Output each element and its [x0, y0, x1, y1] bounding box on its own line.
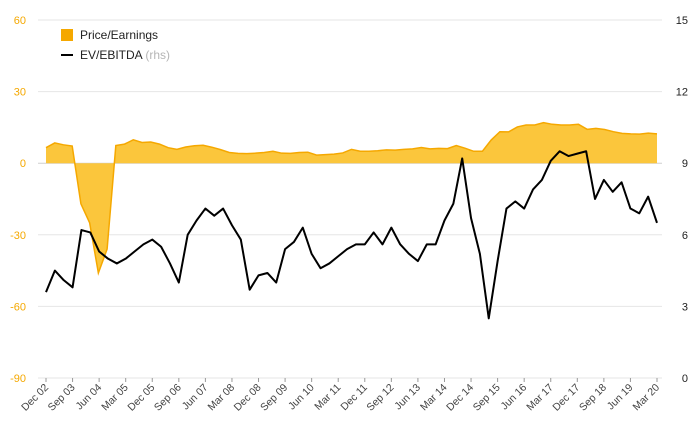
x-tick-label: Jun 13 — [392, 382, 423, 413]
legend-note-rhs: (rhs) — [142, 48, 170, 62]
x-tick-label: Jun 19 — [605, 382, 636, 413]
x-tick-label: Sep 12 — [364, 382, 396, 414]
y-right-tick-label: 9 — [682, 158, 688, 170]
x-tick-label: Jun 04 — [73, 382, 104, 413]
x-tick-label: Sep 03 — [46, 382, 78, 414]
y-left-tick-label: 30 — [14, 87, 26, 99]
x-tick-label: Sep 06 — [152, 382, 184, 414]
y-right-tick-label: 6 — [682, 230, 688, 242]
y-right-tick-label: 0 — [682, 373, 688, 385]
legend-swatch-pe — [61, 29, 73, 41]
y-left-tick-label: -90 — [10, 373, 26, 385]
x-tick-label: Sep 15 — [471, 382, 503, 414]
ev-ebitda-line — [45, 150, 658, 320]
x-tick-label: Mar 14 — [418, 382, 450, 414]
x-tick-label: Mar 17 — [524, 382, 556, 414]
x-tick-label: Mar 05 — [99, 382, 131, 414]
y-right-tick-label: 12 — [676, 87, 688, 99]
x-tick-label: Jun 07 — [180, 382, 211, 413]
x-tick-label: Mar 08 — [205, 382, 237, 414]
x-tick-label: Sep 09 — [258, 382, 290, 414]
x-tick-label: Jun 10 — [286, 382, 317, 413]
x-tick-label: Dec 02 — [19, 382, 51, 414]
x-tick-label: Mar 20 — [631, 382, 663, 414]
pe-area-edge — [45, 121, 658, 276]
x-tick-label: Jun 16 — [499, 382, 530, 413]
x-tick-label: Mar 11 — [312, 382, 343, 413]
pe-area — [46, 122, 657, 273]
y-right-tick-label: 15 — [676, 15, 688, 27]
y-left-tick-label: 60 — [14, 15, 26, 27]
legend-label-pe: Price/Earnings — [80, 28, 158, 42]
x-tick-label: Dec 05 — [125, 382, 157, 414]
y-left-tick-label: -60 — [10, 301, 26, 313]
x-tick-label: Sep 18 — [577, 382, 609, 414]
y-left-tick-label: -30 — [10, 230, 26, 242]
y-right-tick-label: 3 — [682, 301, 688, 313]
legend-label-ev: EV/EBITDA (rhs) — [80, 48, 170, 62]
x-tick-label: Dec 11 — [338, 382, 370, 414]
x-tick-label: Dec 17 — [550, 382, 582, 414]
y-left-tick-label: 0 — [20, 158, 26, 170]
x-tick-label: Dec 14 — [444, 382, 476, 414]
x-tick-label: Dec 08 — [232, 382, 264, 414]
